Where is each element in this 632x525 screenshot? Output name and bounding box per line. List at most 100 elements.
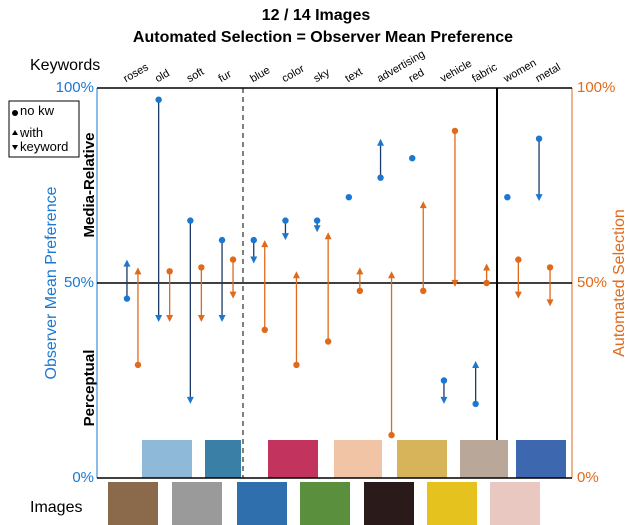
dot xyxy=(515,256,522,263)
arrow-head xyxy=(535,194,543,202)
dot xyxy=(546,264,554,271)
annotation: Media-Relative xyxy=(81,132,98,237)
x-tick-label: fur xyxy=(217,68,234,85)
x-label-top: Keywords xyxy=(30,57,100,74)
dot xyxy=(388,431,395,439)
arrow-head xyxy=(197,315,205,322)
dot xyxy=(187,217,194,224)
chart-title: 12 / 14 Images xyxy=(262,7,371,24)
arrow-head xyxy=(388,271,396,279)
x-tick-label: women xyxy=(501,57,539,86)
thumbnail xyxy=(516,440,566,478)
dot xyxy=(440,377,448,384)
legend-marker xyxy=(12,130,18,150)
arrow-head xyxy=(546,299,554,307)
dot xyxy=(451,127,459,135)
arrow-head xyxy=(324,232,332,240)
legend: no kw with keyword xyxy=(8,100,80,158)
x-label-bottom: Images xyxy=(30,499,82,516)
arrow-head xyxy=(166,315,174,322)
dot xyxy=(282,217,289,224)
thumbnail xyxy=(268,440,318,478)
y-tick-label: 50% xyxy=(64,274,94,291)
x-tick-label: text xyxy=(343,66,364,85)
arrow-head xyxy=(377,138,385,146)
thumbnail xyxy=(205,440,241,478)
x-tick-label: roses xyxy=(121,61,151,85)
arrow-head xyxy=(419,201,427,209)
arrow-head xyxy=(514,291,522,299)
arrow-head xyxy=(123,259,131,267)
y-tick-label: 100% xyxy=(56,79,94,96)
x-tick-label: metal xyxy=(534,61,563,85)
dot xyxy=(504,194,511,201)
thumbnail xyxy=(172,482,222,525)
thumbnail xyxy=(427,482,477,525)
dot xyxy=(134,361,142,369)
dot xyxy=(229,256,237,263)
arrow-head xyxy=(472,361,480,368)
y-tick-label: 0% xyxy=(72,469,94,486)
x-tick-label: vehicle xyxy=(438,58,474,86)
dot xyxy=(155,96,162,103)
dot xyxy=(166,268,173,275)
dot xyxy=(198,264,205,271)
legend-label: no kw xyxy=(20,104,54,118)
thumbnail xyxy=(334,440,382,478)
x-tick-label: blue xyxy=(248,64,272,85)
dot xyxy=(293,361,300,369)
thumbnail xyxy=(397,440,447,478)
dot xyxy=(345,194,353,201)
dot xyxy=(261,326,268,333)
legend-box xyxy=(8,100,80,158)
arrow-head xyxy=(451,279,459,287)
arrow-head xyxy=(292,271,300,279)
arrow-head xyxy=(281,233,289,241)
arrow-head xyxy=(155,315,163,322)
y2-tick-label: 100% xyxy=(577,79,615,96)
thumbnail xyxy=(364,482,414,525)
dot xyxy=(250,236,257,244)
arrow-head xyxy=(483,263,491,271)
dot xyxy=(472,400,479,408)
dot xyxy=(409,155,416,162)
dot xyxy=(313,217,321,224)
dot xyxy=(123,295,131,302)
arrow-head xyxy=(261,240,269,248)
thumbnails xyxy=(108,440,566,525)
x-tick-label: soft xyxy=(185,66,206,85)
thumbnail xyxy=(108,482,158,525)
x-tick-label: red xyxy=(407,67,427,85)
y2-label: Automated Selection xyxy=(611,209,628,357)
y-label: Observer Mean Preference xyxy=(43,186,60,379)
thumbnail xyxy=(300,482,350,525)
arrow-head xyxy=(356,267,364,275)
legend-label: with keyword xyxy=(20,126,69,154)
x-tick-label: old xyxy=(153,67,172,85)
dot xyxy=(483,279,490,287)
arrow-head xyxy=(134,267,142,275)
arrow-head xyxy=(218,315,226,322)
arrow-head xyxy=(440,396,448,404)
x-tick-label: fabric xyxy=(470,61,500,85)
dot xyxy=(356,287,364,294)
arrow-head xyxy=(313,225,321,233)
thumbnail xyxy=(490,482,540,525)
arrow-head xyxy=(186,396,194,404)
annotation: Perceptual xyxy=(81,350,98,427)
dot xyxy=(420,287,427,294)
dot xyxy=(218,236,226,244)
legend-entry: with keyword xyxy=(20,126,69,154)
y2-tick-label: 50% xyxy=(577,274,607,291)
x-tick-label: color xyxy=(280,63,307,85)
thumbnail xyxy=(142,440,192,478)
dot xyxy=(535,135,543,142)
dot xyxy=(324,338,332,345)
legend-marker xyxy=(12,110,18,116)
y2-tick-label: 0% xyxy=(577,469,599,486)
x-tick-label: sky xyxy=(312,66,333,85)
chart-subtitle: Automated Selection = Observer Mean Pref… xyxy=(133,29,513,46)
arrow-head xyxy=(250,256,258,264)
